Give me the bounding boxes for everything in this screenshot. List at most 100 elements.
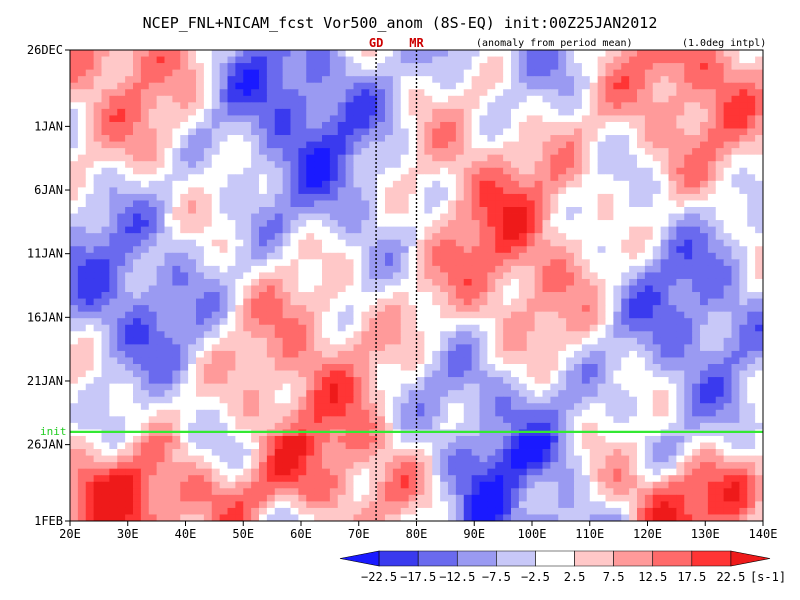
field-cell <box>361 350 370 358</box>
field-cell <box>731 200 740 208</box>
field-cell <box>392 148 402 156</box>
field-cell <box>597 174 606 182</box>
field-cell <box>211 239 221 247</box>
field-cell <box>282 305 291 313</box>
field-cell <box>747 167 756 175</box>
field-cell <box>400 226 410 234</box>
field-cell <box>329 344 339 352</box>
field-cell <box>345 377 354 385</box>
field-cell <box>503 305 512 313</box>
field-cell <box>140 318 150 326</box>
field-cell <box>526 135 536 142</box>
field-cell <box>550 63 559 71</box>
field-cell <box>345 364 354 371</box>
field-cell <box>613 82 622 90</box>
field-cell <box>684 246 693 254</box>
field-cell <box>715 403 725 411</box>
field-cell <box>227 193 236 201</box>
field-cell <box>424 311 433 319</box>
field-cell <box>211 233 221 241</box>
field-cell <box>70 102 79 110</box>
field-cell <box>290 318 299 326</box>
field-cell <box>274 272 284 280</box>
field-cell <box>93 285 102 293</box>
field-cell <box>455 239 465 247</box>
field-cell <box>684 69 693 77</box>
field-cell <box>172 141 181 149</box>
field-cell <box>259 383 268 391</box>
field-cell <box>660 141 669 149</box>
field-cell <box>692 337 701 345</box>
field-cell <box>526 252 536 260</box>
field-cell <box>109 278 118 286</box>
field-cell <box>755 69 763 77</box>
field-cell <box>511 161 520 169</box>
field-cell <box>463 108 473 116</box>
field-cell <box>353 278 362 286</box>
field-cell <box>707 220 717 228</box>
field-cell <box>203 272 213 280</box>
field-cell <box>392 141 402 149</box>
field-cell <box>392 292 402 299</box>
field-cell <box>109 141 118 149</box>
field-cell <box>652 56 662 64</box>
field-cell <box>156 357 165 365</box>
field-cell <box>574 141 583 149</box>
field-cell <box>164 265 173 273</box>
field-cell <box>219 390 228 398</box>
field-cell <box>290 272 299 280</box>
field-cell <box>723 305 732 313</box>
field-cell <box>243 390 252 398</box>
field-cell <box>385 76 394 84</box>
field-cell <box>416 383 425 391</box>
field-cell <box>314 364 323 371</box>
field-cell <box>93 102 102 110</box>
field-cell <box>377 63 386 71</box>
field-cell <box>550 82 559 90</box>
field-cell <box>605 252 614 260</box>
field-cell <box>243 331 252 339</box>
field-cell <box>196 252 205 260</box>
field-cell <box>70 207 79 214</box>
field-cell <box>652 324 662 332</box>
field-cell <box>180 403 189 411</box>
field-cell <box>668 396 677 404</box>
field-cell <box>629 148 638 156</box>
field-cell <box>574 207 583 214</box>
field-cell <box>329 161 339 169</box>
field-cell <box>274 370 284 378</box>
field-cell <box>416 252 425 260</box>
field-cell <box>463 174 473 182</box>
field-cell <box>581 383 591 391</box>
field-cell <box>164 331 173 339</box>
field-cell <box>731 161 740 169</box>
field-cell <box>526 226 536 234</box>
field-cell <box>203 252 213 260</box>
field-cell <box>644 357 654 365</box>
field-cell <box>361 102 370 110</box>
field-cell <box>581 167 591 175</box>
field-cell <box>707 246 717 254</box>
field-cell <box>471 318 480 326</box>
field-cell <box>125 154 134 162</box>
field-cell <box>581 377 591 385</box>
field-cell <box>70 252 79 260</box>
field-cell <box>140 259 150 267</box>
field-cell <box>463 370 473 378</box>
field-cell <box>574 193 583 201</box>
field-cell <box>188 350 197 358</box>
field-cell <box>282 409 291 417</box>
field-cell <box>274 135 284 142</box>
field-cell <box>597 200 606 208</box>
field-cell <box>203 337 213 345</box>
field-cell <box>542 141 551 149</box>
field-cell <box>432 193 441 201</box>
field-cell <box>755 82 763 90</box>
field-cell <box>164 95 173 103</box>
field-cell <box>266 331 276 339</box>
field-cell <box>731 370 740 378</box>
field-cell <box>566 292 575 299</box>
field-cell <box>715 259 725 267</box>
field-cell <box>432 246 441 254</box>
